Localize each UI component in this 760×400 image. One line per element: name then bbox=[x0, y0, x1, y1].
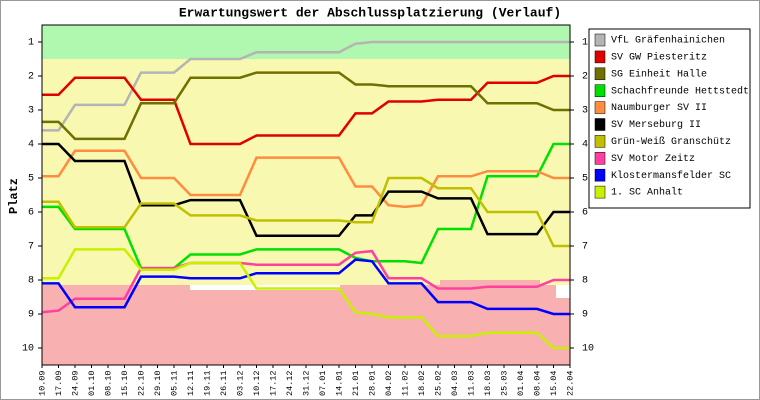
y-tick-label-right: 10 bbox=[582, 344, 594, 355]
legend-swatch bbox=[594, 118, 606, 131]
y-tick-label-right: 7 bbox=[582, 242, 588, 253]
legend-label: SV Motor Zeitz bbox=[611, 153, 695, 165]
legend-label: 1. SC Anhalt bbox=[611, 187, 683, 199]
x-tick-label: 29.10 bbox=[153, 370, 163, 396]
legend-swatch bbox=[594, 67, 606, 81]
legend-swatch bbox=[594, 33, 606, 47]
x-tick-label: 24.12 bbox=[285, 370, 295, 396]
plot bbox=[41, 40, 570, 350]
x-tick-label: 12.11 bbox=[186, 370, 196, 396]
y-tick-label-right: 9 bbox=[582, 310, 588, 321]
y-tick-label: 3 bbox=[28, 106, 34, 117]
y-tick-label-right: 2 bbox=[582, 72, 588, 83]
y-tick-label-right: 4 bbox=[582, 140, 588, 151]
x-tick-label: 15.04 bbox=[549, 370, 559, 396]
legend-swatch bbox=[594, 135, 606, 148]
x-tick-label: 04.02 bbox=[384, 370, 394, 396]
x-tick-label: 08.04 bbox=[532, 370, 542, 396]
series-line bbox=[42, 71, 570, 141]
x-tick-label: 10.09 bbox=[37, 370, 47, 396]
y-axis-label: Platz bbox=[7, 178, 21, 214]
x-tick-label: 24.09 bbox=[70, 370, 80, 396]
legend-label: SG Einheit Halle bbox=[611, 68, 707, 80]
legend-label: Naumburger SV II bbox=[611, 102, 707, 114]
y-tick-label-right: 8 bbox=[582, 276, 588, 287]
x-tick-label: 19.11 bbox=[202, 370, 212, 396]
chart-title: Erwartungswert der Abschlussplatzierung … bbox=[179, 5, 561, 20]
series-line bbox=[42, 176, 570, 248]
legend bbox=[588, 28, 751, 209]
x-tick-label: 21.01 bbox=[351, 370, 361, 396]
x-tick-label: 03.12 bbox=[235, 370, 245, 396]
y-tick-label: 1 bbox=[28, 38, 34, 49]
y-tick-label-right: 5 bbox=[582, 174, 588, 185]
y-tick-label: 8 bbox=[28, 276, 34, 287]
legend-label: SV Merseburg II bbox=[611, 119, 701, 131]
x-tick-label: 10.12 bbox=[252, 370, 262, 396]
series-line bbox=[42, 40, 570, 132]
series-line bbox=[42, 142, 570, 270]
x-tick-label: 01.10 bbox=[87, 370, 97, 396]
x-tick-label: 18.02 bbox=[417, 370, 427, 396]
legend-label: VfL Gräfenhainichen bbox=[611, 35, 725, 47]
y-tick-label: 4 bbox=[28, 140, 34, 151]
x-tick-label: 14.01 bbox=[334, 370, 344, 396]
legend-swatch bbox=[594, 152, 606, 165]
y-tick-label-right: 6 bbox=[582, 208, 588, 219]
legend-label: Grün-Weiß Granschütz bbox=[611, 136, 731, 148]
legend-label: SV GW Piesteritz bbox=[611, 52, 707, 64]
x-tick-label: 05.11 bbox=[169, 370, 179, 396]
x-tick-label: 25.02 bbox=[433, 370, 443, 396]
y-tick-label: 10 bbox=[22, 344, 34, 355]
x-tick-label: 04.03 bbox=[450, 370, 460, 396]
x-tick-label: 26.11 bbox=[219, 370, 229, 396]
y-tick-label: 9 bbox=[28, 310, 34, 321]
series-line bbox=[42, 248, 570, 350]
x-tick-label: 11.03 bbox=[466, 370, 476, 396]
x-tick-label: 17.12 bbox=[268, 370, 278, 396]
legend-swatch bbox=[594, 168, 606, 182]
x-tick-label: 22.10 bbox=[136, 370, 146, 396]
y-tick-label: 7 bbox=[28, 242, 34, 253]
series-line bbox=[42, 142, 570, 238]
x-tick-label: 22.04 bbox=[565, 370, 575, 396]
x-tick-label: 11.02 bbox=[400, 370, 410, 396]
y-tick-label-right: 1 bbox=[582, 38, 588, 49]
series-line bbox=[42, 74, 570, 146]
legend-label: Klostermansfelder SC bbox=[611, 170, 731, 182]
x-tick-label: 28.01 bbox=[367, 370, 377, 396]
band-bottom bbox=[42, 280, 570, 365]
x-tick-label: 08.10 bbox=[103, 370, 113, 396]
legend-swatch bbox=[594, 185, 606, 199]
x-tick-label: 31.12 bbox=[301, 370, 311, 396]
legend-label: Schachfreunde Hettstedt bbox=[611, 85, 749, 97]
legend-swatch bbox=[594, 101, 606, 114]
y-tick-label: 5 bbox=[28, 174, 34, 185]
y-tick-label-right: 3 bbox=[582, 106, 588, 117]
x-tick-label: 17.09 bbox=[54, 370, 64, 396]
x-tick-label: 15.10 bbox=[120, 370, 130, 396]
series-line bbox=[42, 149, 570, 209]
series-line bbox=[41, 249, 570, 314]
y-tick-label: 2 bbox=[28, 72, 34, 83]
x-tick-label: 18.03 bbox=[483, 370, 493, 396]
x-tick-label: 07.01 bbox=[318, 370, 328, 396]
y-tick-label: 6 bbox=[28, 208, 34, 219]
legend-swatch bbox=[594, 84, 606, 97]
series-line bbox=[42, 258, 570, 316]
x-tick-label: 25.03 bbox=[499, 370, 509, 396]
legend-swatch bbox=[594, 50, 606, 64]
x-tick-label: 01.04 bbox=[516, 370, 526, 396]
